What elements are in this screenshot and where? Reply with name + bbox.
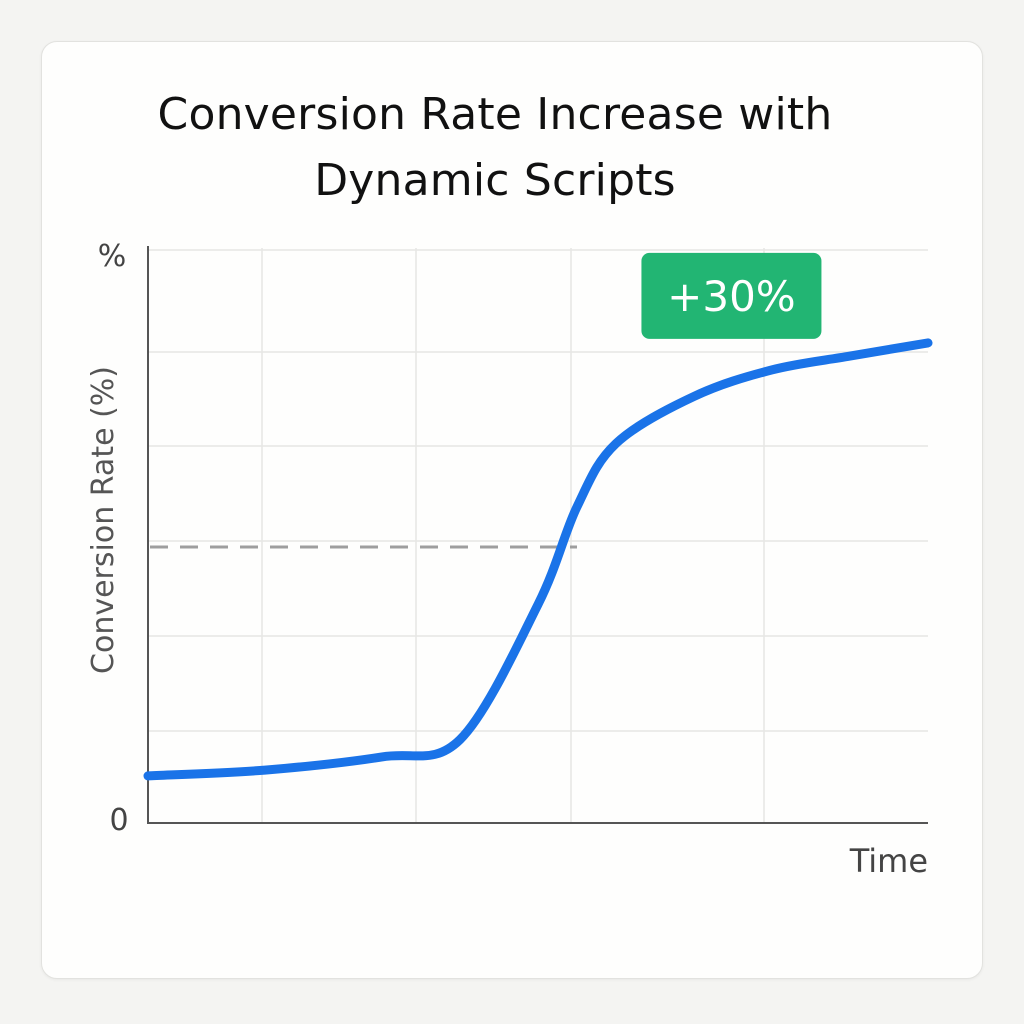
chart-title-line-1: Conversion Rate Increase with	[157, 89, 833, 140]
annotation-badge-label: +30%	[667, 272, 796, 321]
annotation-badge: +30%	[641, 252, 822, 339]
grid	[148, 248, 928, 823]
y-zero-label: 0	[109, 803, 128, 838]
y-axis-label: Conversion Rate (%)	[86, 366, 121, 674]
annotation-badge-background	[641, 252, 822, 339]
y-unit-label: %	[98, 239, 127, 274]
chart-title: Conversion Rate Increase with Dynamic Sc…	[0, 82, 990, 214]
x-axis-label: Time	[849, 842, 928, 880]
chart-title-line-2: Dynamic Scripts	[314, 155, 676, 206]
series-line	[143, 338, 933, 781]
axes	[147, 246, 928, 824]
